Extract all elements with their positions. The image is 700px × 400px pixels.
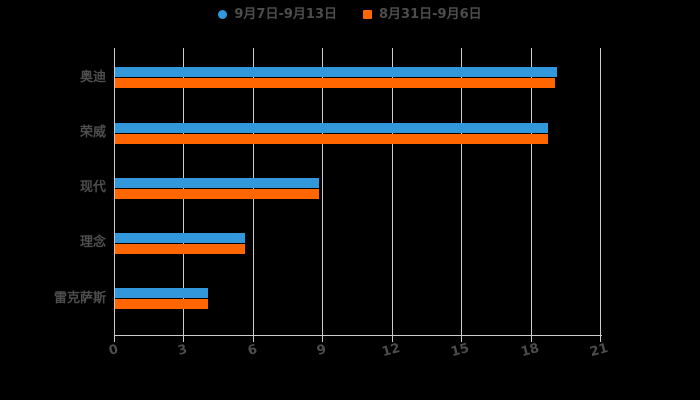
bar-series1-cat4[interactable]: [115, 299, 208, 309]
x-tick-label-15: 15: [449, 340, 471, 361]
bar-series1-cat2[interactable]: [115, 188, 319, 199]
bar-series0-cat1[interactable]: [115, 122, 548, 133]
bar-series0-cat4[interactable]: [115, 288, 208, 298]
legend-item-1[interactable]: 8月31日-9月6日: [363, 8, 482, 21]
bar-series0-cat2[interactable]: [115, 177, 319, 188]
x-tick-label-21: 21: [588, 340, 610, 361]
gridline-0: [114, 48, 115, 342]
x-tick-label-3: 3: [176, 342, 190, 359]
category-label-2: 现代: [79, 180, 106, 196]
gridline-21: [600, 48, 601, 342]
gridline-15: [461, 48, 463, 342]
x-tick-label-18: 18: [518, 340, 541, 361]
category-label-1: 荣威: [79, 125, 106, 141]
x-tick-label-6: 6: [246, 342, 259, 359]
legend-label: 8月31日-9月6日: [379, 6, 482, 22]
gridline-9: [322, 48, 324, 342]
bar-series0-cat3[interactable]: [115, 232, 245, 243]
bar-series1-cat1[interactable]: [115, 133, 548, 144]
bar-series1-cat0[interactable]: [115, 78, 555, 89]
x-axis-line: [114, 335, 602, 336]
gridline-18: [530, 48, 532, 342]
category-label-4: 雷克萨斯: [53, 290, 106, 306]
bar-series1-cat3[interactable]: [115, 243, 245, 254]
plot-area: 0 3 6 9 12 15 18 21 奥迪荣威现代理念雷克萨斯: [54, 48, 610, 360]
category-label-3: 理念: [79, 235, 106, 251]
x-tick-label-0: 0: [107, 342, 120, 359]
gridline-12: [391, 48, 393, 342]
x-tick-label-9: 9: [315, 342, 329, 359]
legend-label: 9月7日-9月13日: [234, 6, 337, 22]
legend-square-marker-icon: [363, 9, 372, 19]
legend: 9月7日-9月13日 8月31日-9月6日: [0, 4, 700, 24]
x-tick-label-12: 12: [380, 340, 402, 361]
legend-item-0[interactable]: 9月7日-9月13日: [218, 8, 337, 21]
legend-circle-marker-icon: [218, 9, 228, 19]
category-label-0: 奥迪: [79, 69, 106, 85]
bar-series0-cat0[interactable]: [115, 67, 558, 78]
